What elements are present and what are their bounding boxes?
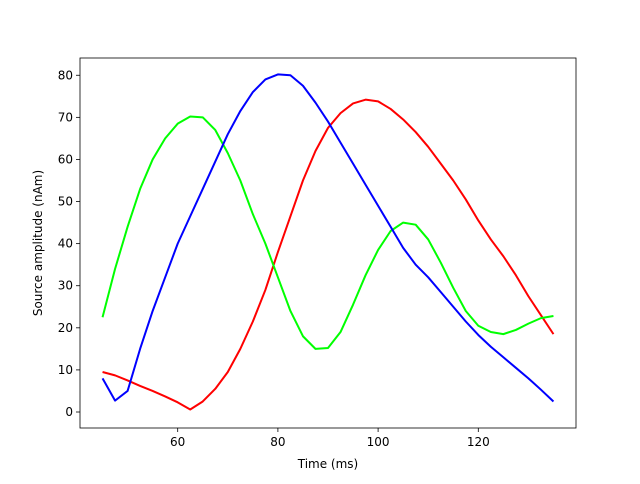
y-tick-label: 70 (58, 110, 73, 124)
data-line (101, 115, 554, 350)
y-tick-label: 50 (58, 195, 73, 209)
y-tick-label: 80 (58, 68, 73, 82)
y-tick-label: 0 (65, 405, 73, 419)
y-tick-label: 10 (58, 363, 73, 377)
data-line (101, 73, 555, 403)
x-tick-label: 80 (270, 435, 285, 449)
x-tick-label: 60 (170, 435, 185, 449)
y-tick-label: 30 (58, 279, 73, 293)
plot-frame (79, 57, 577, 429)
y-axis-label: Source amplitude (nAm) (31, 170, 45, 316)
x-tick-label: 100 (367, 435, 390, 449)
y-tick-label: 40 (58, 237, 73, 251)
data-line (102, 98, 555, 411)
y-tick-label: 60 (58, 152, 73, 166)
x-tick-label: 120 (467, 435, 490, 449)
y-tick-label: 20 (58, 321, 73, 335)
x-axis-label: Time (ms) (297, 457, 359, 471)
